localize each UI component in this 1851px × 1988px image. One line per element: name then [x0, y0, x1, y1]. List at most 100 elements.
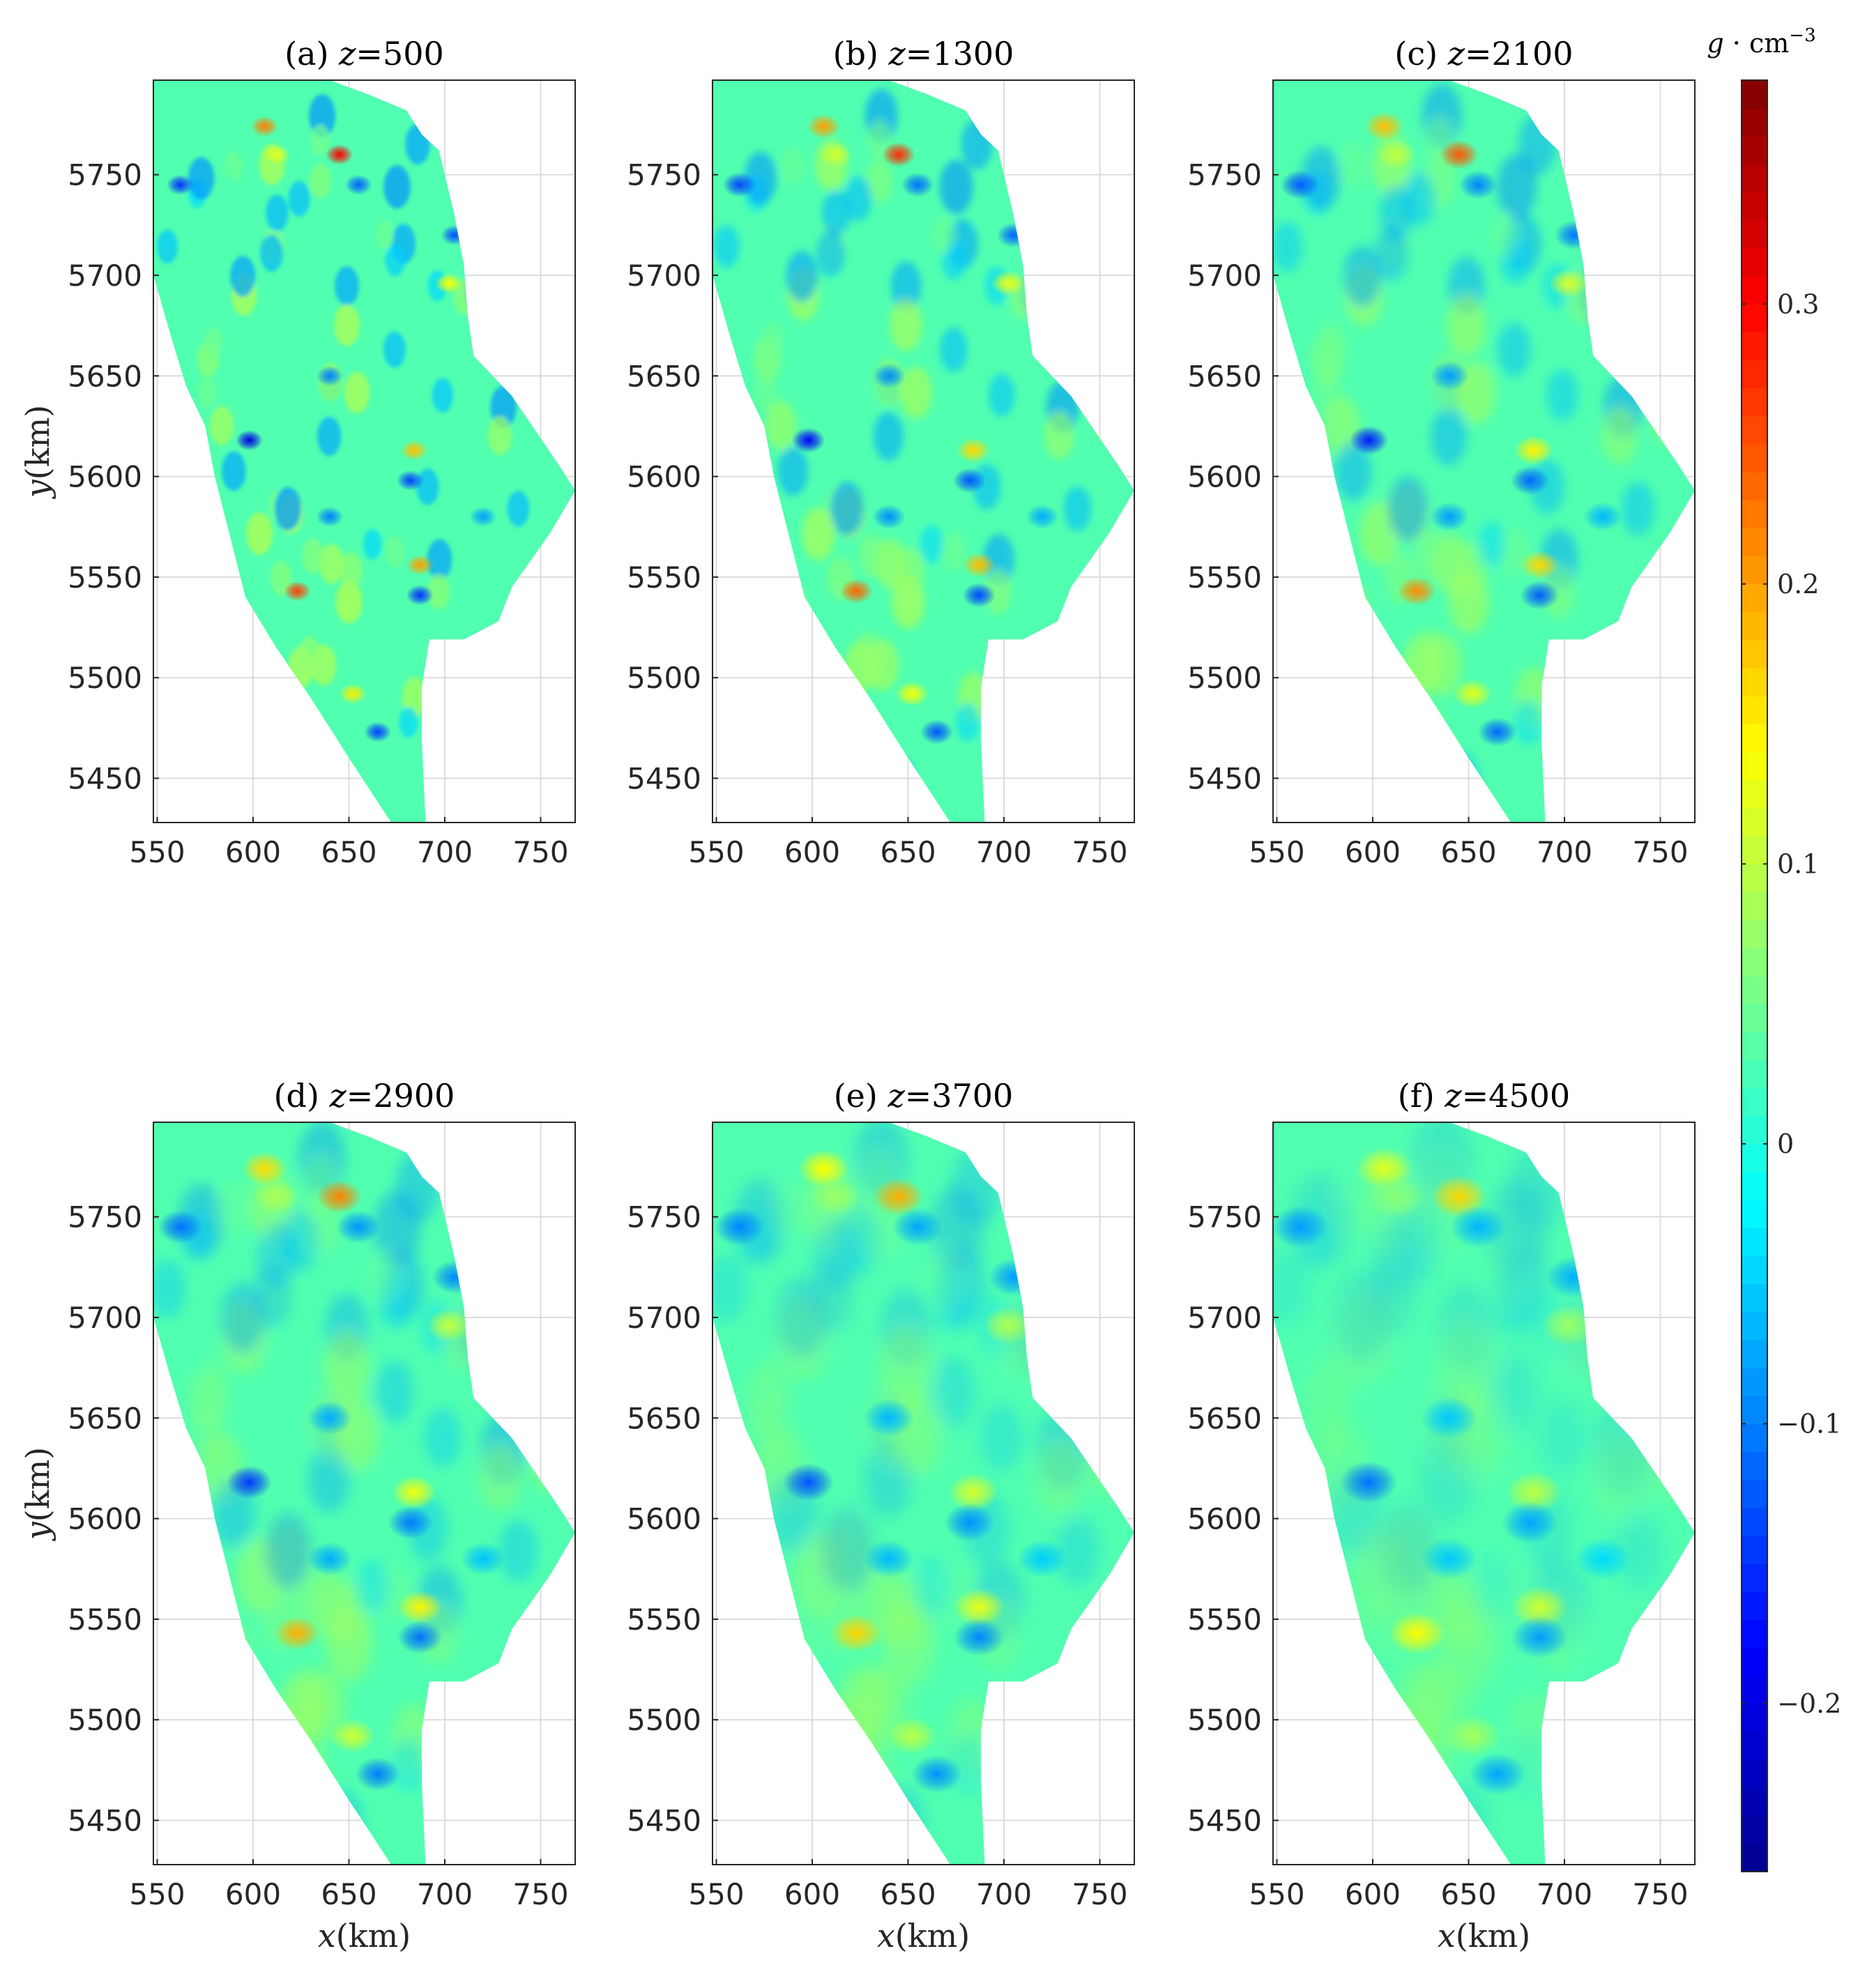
colorbar-band — [1742, 1172, 1767, 1200]
colorbar-band — [1742, 1451, 1767, 1481]
texture-blob — [1335, 441, 1372, 501]
anomaly-high — [807, 114, 841, 139]
texture-blob — [221, 451, 246, 491]
texture-blob — [153, 1259, 186, 1319]
anomaly-low — [1477, 717, 1517, 747]
anomaly-low — [783, 1463, 834, 1501]
x-tick-label: 650 — [880, 835, 936, 869]
anomaly-low — [1510, 466, 1550, 496]
colorbar-band — [1742, 1787, 1767, 1817]
texture-blob — [777, 1277, 828, 1359]
anomaly-high — [886, 1717, 938, 1755]
anomaly-high — [873, 1177, 924, 1216]
texture-blob — [344, 372, 370, 414]
colorbar-band — [1742, 1591, 1767, 1621]
x-tick-label: 650 — [321, 1877, 376, 1911]
colorbar-tick-label: −0.1 — [1777, 1409, 1841, 1439]
x-axis-label: x(km) — [877, 1917, 970, 1955]
texture-blob — [1318, 319, 1347, 366]
y-tick-label: 5650 — [68, 359, 142, 393]
anomaly-low — [1430, 361, 1469, 391]
colorbar-band — [1742, 1311, 1767, 1340]
texture-blob — [896, 547, 924, 594]
texture-blob — [1063, 486, 1092, 531]
anomaly-high — [1520, 550, 1560, 580]
y-tick-label: 5600 — [1187, 1502, 1262, 1536]
texture-blob — [498, 1519, 538, 1582]
anomaly-low — [1511, 1616, 1568, 1659]
colorbar-band — [1742, 500, 1767, 529]
anomaly-low — [1520, 580, 1560, 610]
texture-blob — [1371, 1214, 1422, 1297]
colorbar-band — [1742, 1228, 1767, 1257]
anomaly-low — [227, 1465, 272, 1499]
texture-blob — [890, 261, 922, 311]
texture-blob — [1447, 293, 1486, 357]
texture-blob — [335, 580, 363, 624]
colorbar-band — [1742, 1815, 1767, 1844]
x-tick-label: 700 — [1537, 835, 1592, 869]
field-background — [153, 80, 575, 823]
anomaly-high — [339, 683, 367, 704]
anomaly-high — [1367, 1175, 1424, 1218]
texture-blob — [375, 220, 394, 250]
y-tick-label: 5550 — [68, 1603, 142, 1637]
texture-blob — [931, 215, 956, 254]
texture-blob — [298, 636, 321, 673]
texture-blob — [1514, 699, 1543, 745]
texture-blob — [385, 243, 406, 277]
texture-blob — [988, 374, 1015, 417]
y-tick-label: 5650 — [68, 1401, 142, 1435]
anomaly-low — [722, 172, 756, 197]
texture-blob — [275, 487, 301, 530]
anomaly-high — [1514, 436, 1553, 466]
y-tick-label: 5600 — [627, 460, 701, 494]
texture-blob — [383, 331, 406, 368]
texture-blob — [319, 544, 344, 584]
y-tick-label: 5550 — [1187, 560, 1262, 595]
texture-blob — [246, 512, 273, 556]
texture-blob — [858, 534, 885, 579]
x-tick-label: 600 — [784, 1877, 840, 1911]
colorbar-band — [1742, 276, 1767, 305]
panel-title: (d) z=2900 — [274, 1077, 455, 1115]
anomaly-low — [1469, 1752, 1526, 1796]
texture-blob — [1403, 1656, 1454, 1738]
y-tick-label: 5450 — [627, 762, 701, 796]
y-tick-label: 5650 — [627, 359, 701, 393]
panel-title: (a) z=500 — [284, 35, 444, 72]
texture-blob — [786, 250, 818, 302]
y-tick-label: 5600 — [68, 460, 142, 494]
anomaly-high — [947, 1473, 999, 1512]
anomaly-low — [396, 470, 425, 491]
anomaly-high — [830, 1614, 882, 1653]
anomaly-high — [839, 579, 874, 604]
anomaly-low — [316, 365, 344, 386]
texture-blob — [188, 157, 215, 200]
texture-blob — [1489, 1351, 1539, 1432]
anomaly-high — [400, 440, 428, 461]
texture-blob — [1496, 154, 1537, 220]
texture-blob — [900, 367, 932, 419]
y-tick-label: 5450 — [68, 762, 142, 796]
colorbar-band — [1742, 388, 1767, 417]
panel-c: 550 600 650 700 750 5450 5500 5550 5600 5650 5700 5… — [1187, 35, 1696, 869]
anomaly-low — [714, 1207, 765, 1246]
anomaly-high — [982, 1306, 1033, 1345]
colorbar-band — [1742, 1200, 1767, 1229]
colorbar-band — [1742, 611, 1767, 641]
colorbar-tick-label: 0.2 — [1777, 569, 1819, 599]
anomaly-low — [901, 172, 935, 197]
colorbar-band — [1742, 1340, 1767, 1368]
y-tick-label: 5750 — [68, 158, 142, 192]
colorbar-tick-label: 0.3 — [1777, 289, 1819, 319]
anomaly-high — [406, 554, 434, 576]
colorbar-band — [1742, 947, 1767, 977]
texture-blob — [479, 1444, 521, 1512]
texture-blob — [1055, 1515, 1100, 1587]
colorbar-band — [1742, 1731, 1767, 1760]
texture-blob — [822, 190, 851, 236]
texture-blob — [816, 230, 845, 277]
colorbar-tick-label: 0 — [1777, 1129, 1794, 1159]
